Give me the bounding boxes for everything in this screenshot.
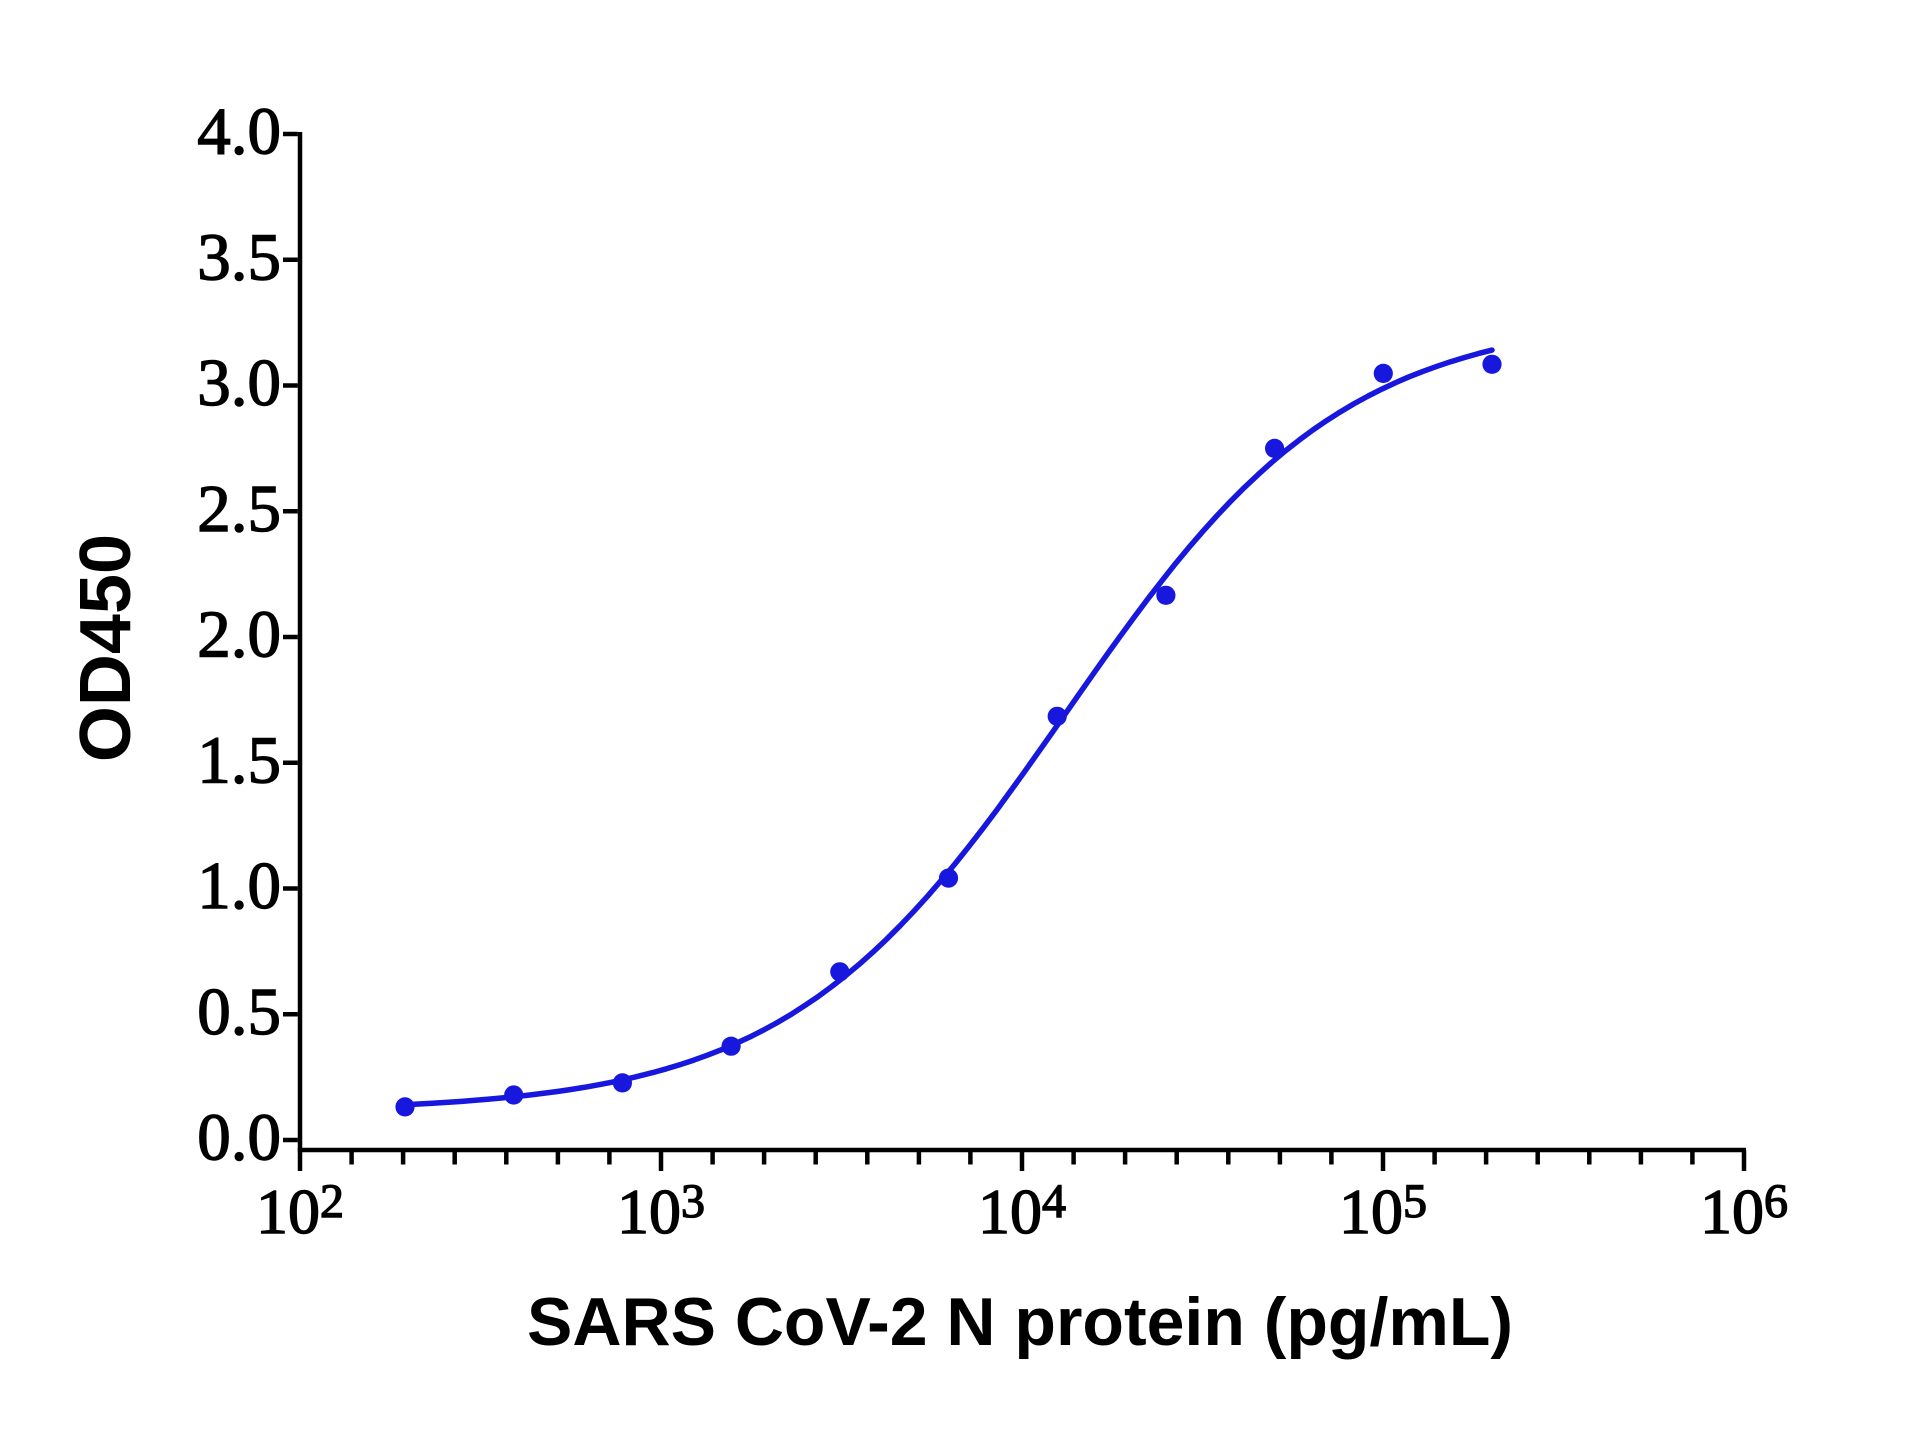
svg-text:4.0: 4.0 bbox=[197, 95, 281, 169]
svg-text:3.0: 3.0 bbox=[197, 346, 281, 420]
svg-text:SARS CoV-2 N protein (pg/mL): SARS CoV-2 N protein (pg/mL) bbox=[527, 1284, 1513, 1360]
svg-text:3.5: 3.5 bbox=[197, 220, 281, 294]
svg-text:0.5: 0.5 bbox=[197, 975, 281, 1049]
svg-text:104: 104 bbox=[978, 1175, 1066, 1247]
svg-text:2.0: 2.0 bbox=[197, 598, 281, 672]
svg-text:1.5: 1.5 bbox=[197, 723, 281, 797]
svg-text:OD450: OD450 bbox=[66, 534, 146, 762]
svg-text:1.0: 1.0 bbox=[197, 849, 281, 923]
svg-text:0.0: 0.0 bbox=[197, 1101, 281, 1175]
svg-text:102: 102 bbox=[256, 1175, 344, 1247]
svg-text:103: 103 bbox=[617, 1175, 705, 1247]
svg-text:2.5: 2.5 bbox=[197, 472, 281, 546]
